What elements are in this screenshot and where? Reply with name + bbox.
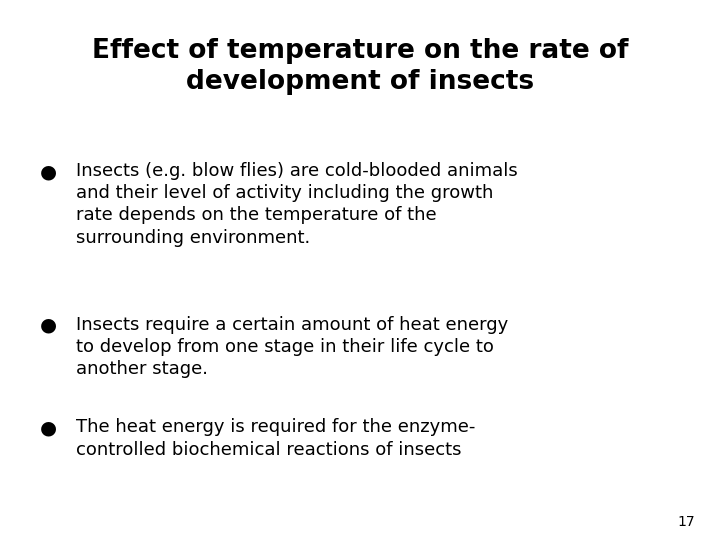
Text: Effect of temperature on the rate of
development of insects: Effect of temperature on the rate of dev… <box>91 38 629 95</box>
Text: ●: ● <box>40 162 57 181</box>
Text: ●: ● <box>40 316 57 335</box>
Text: The heat energy is required for the enzyme-
controlled biochemical reactions of : The heat energy is required for the enzy… <box>76 418 475 458</box>
Text: Insects (e.g. blow flies) are cold-blooded animals
and their level of activity i: Insects (e.g. blow flies) are cold-blood… <box>76 162 518 247</box>
Text: Insects require a certain amount of heat energy
to develop from one stage in the: Insects require a certain amount of heat… <box>76 316 508 379</box>
Text: ●: ● <box>40 418 57 437</box>
Text: 17: 17 <box>678 515 695 529</box>
